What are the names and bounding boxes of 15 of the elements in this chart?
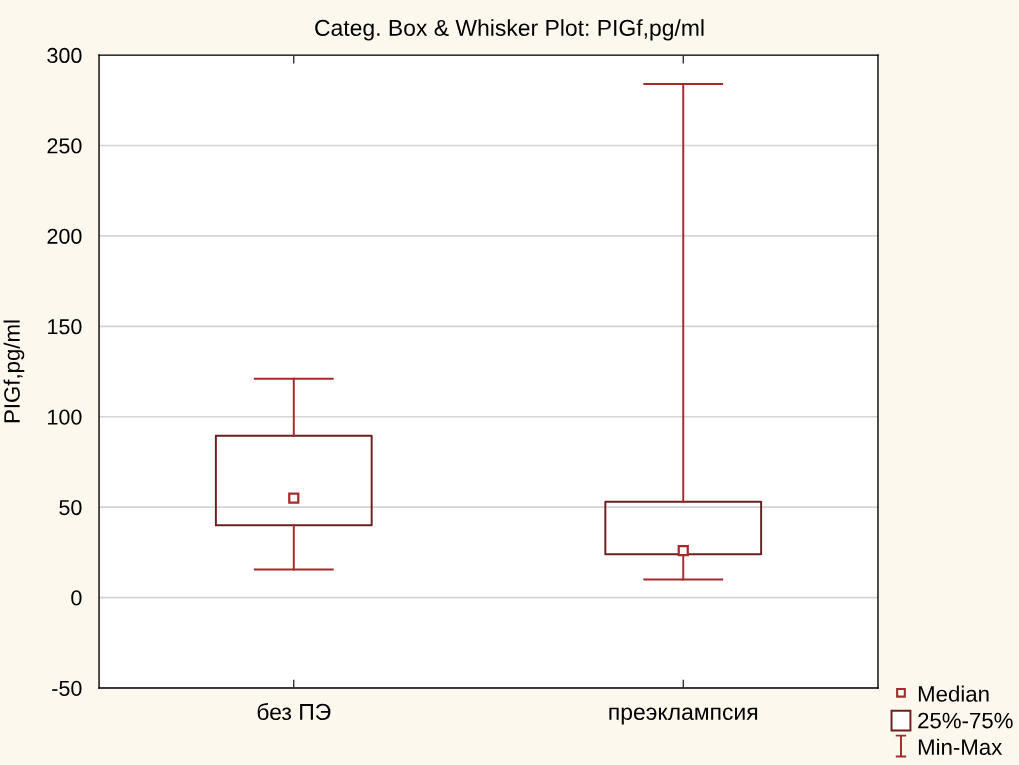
legend-label: 25%-75% [918, 712, 1013, 729]
legend-label: Min-Max [918, 738, 1003, 756]
y-tick-label: 150 [48, 319, 82, 335]
chart-title: Categ. Box & Whisker Plot: PIGf,pg/ml [315, 19, 704, 41]
y-tick-label: 250 [47, 138, 82, 154]
x-tick-label: без ПЭ [257, 703, 331, 721]
y-tick-label: 200 [47, 228, 82, 244]
y-tick-label: 0 [71, 590, 82, 606]
y-tick-label: 50 [59, 499, 82, 516]
y-tick-label: 300 [47, 47, 82, 64]
legend-label: Median [918, 685, 989, 702]
y-axis-title: PIGf,pg/ml [3, 320, 25, 423]
y-tick-label: -50 [52, 680, 82, 696]
x-tick-label: преэклампсия [609, 707, 758, 725]
y-tick-label: 100 [48, 409, 82, 425]
